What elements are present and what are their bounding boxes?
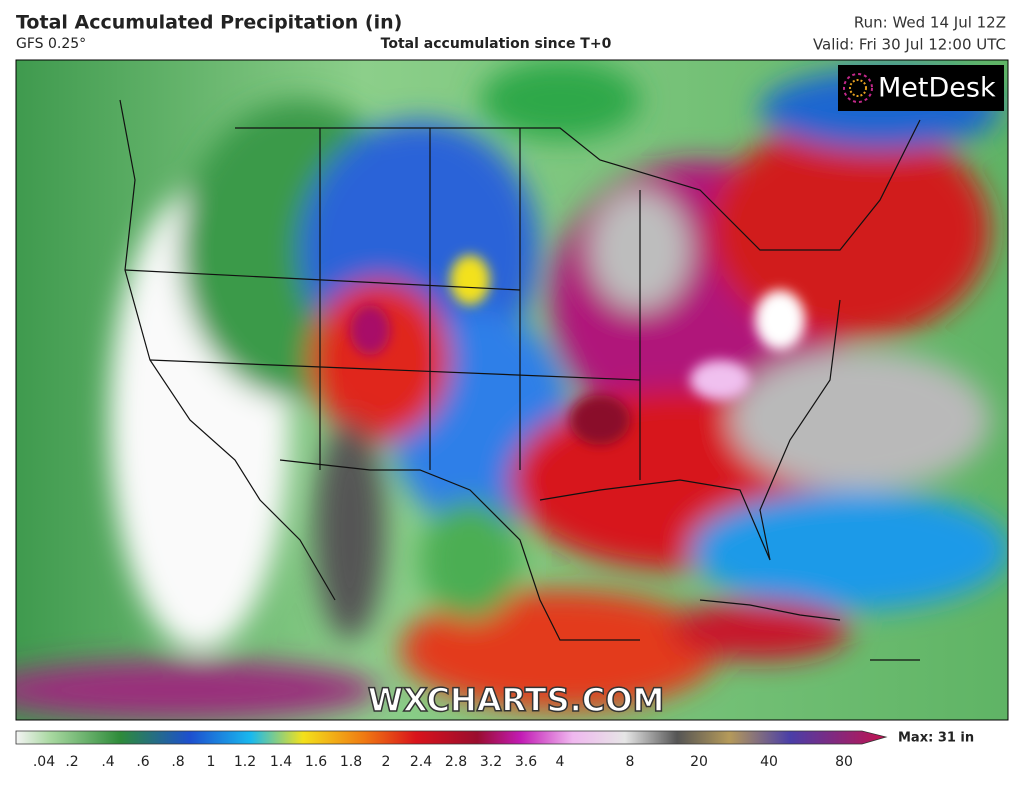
colorbar-max: Max: 31 in (898, 731, 974, 746)
colorbar-label: 8 (626, 754, 635, 770)
colorbar-label: 2 (382, 754, 391, 770)
colorbar-label: .2 (65, 754, 78, 770)
logo-icon (843, 73, 873, 103)
model: GFS 0.25° (16, 36, 86, 52)
subtitle: Total accumulation since T+0 (381, 36, 612, 52)
colorbar (15, 730, 888, 745)
run: Run: Wed 14 Jul 12Z (854, 14, 1006, 32)
colorbar-label: 3.2 (480, 754, 502, 770)
colorbar-label: .04 (33, 754, 55, 770)
colorbar-label: 40 (760, 754, 778, 770)
watermark: WXCHARTS.COM (368, 681, 665, 719)
valid: Valid: Fri 30 Jul 12:00 UTC (813, 36, 1006, 54)
logo-text: MetDesk (878, 73, 996, 104)
precip-map (16, 60, 1008, 720)
colorbar-label: .4 (101, 754, 114, 770)
colorbar-label: 1.4 (270, 754, 292, 770)
colorbar-label: .6 (136, 754, 149, 770)
colorbar-label: 80 (835, 754, 853, 770)
colorbar-label: 3.6 (515, 754, 537, 770)
colorbar-label: 20 (690, 754, 708, 770)
colorbar-label: .8 (171, 754, 184, 770)
colorbar-label: 2.4 (410, 754, 432, 770)
colorbar-label: 1.8 (340, 754, 362, 770)
colorbar-label: 4 (556, 754, 565, 770)
map-frame (15, 59, 1009, 721)
colorbar-label: 1.6 (305, 754, 327, 770)
colorbar-label: 1 (207, 754, 216, 770)
colorbar-label: 2.8 (445, 754, 467, 770)
colorbar-labels: .04 .2 .4 .6 .8 1 1.2 1.4 1.6 1.8 2 2.4 2.8 3.2 3.6 4 8 2… (33, 754, 853, 770)
title: Total Accumulated Precipitation (in) (16, 12, 402, 34)
colorbar-label: 1.2 (234, 754, 256, 770)
